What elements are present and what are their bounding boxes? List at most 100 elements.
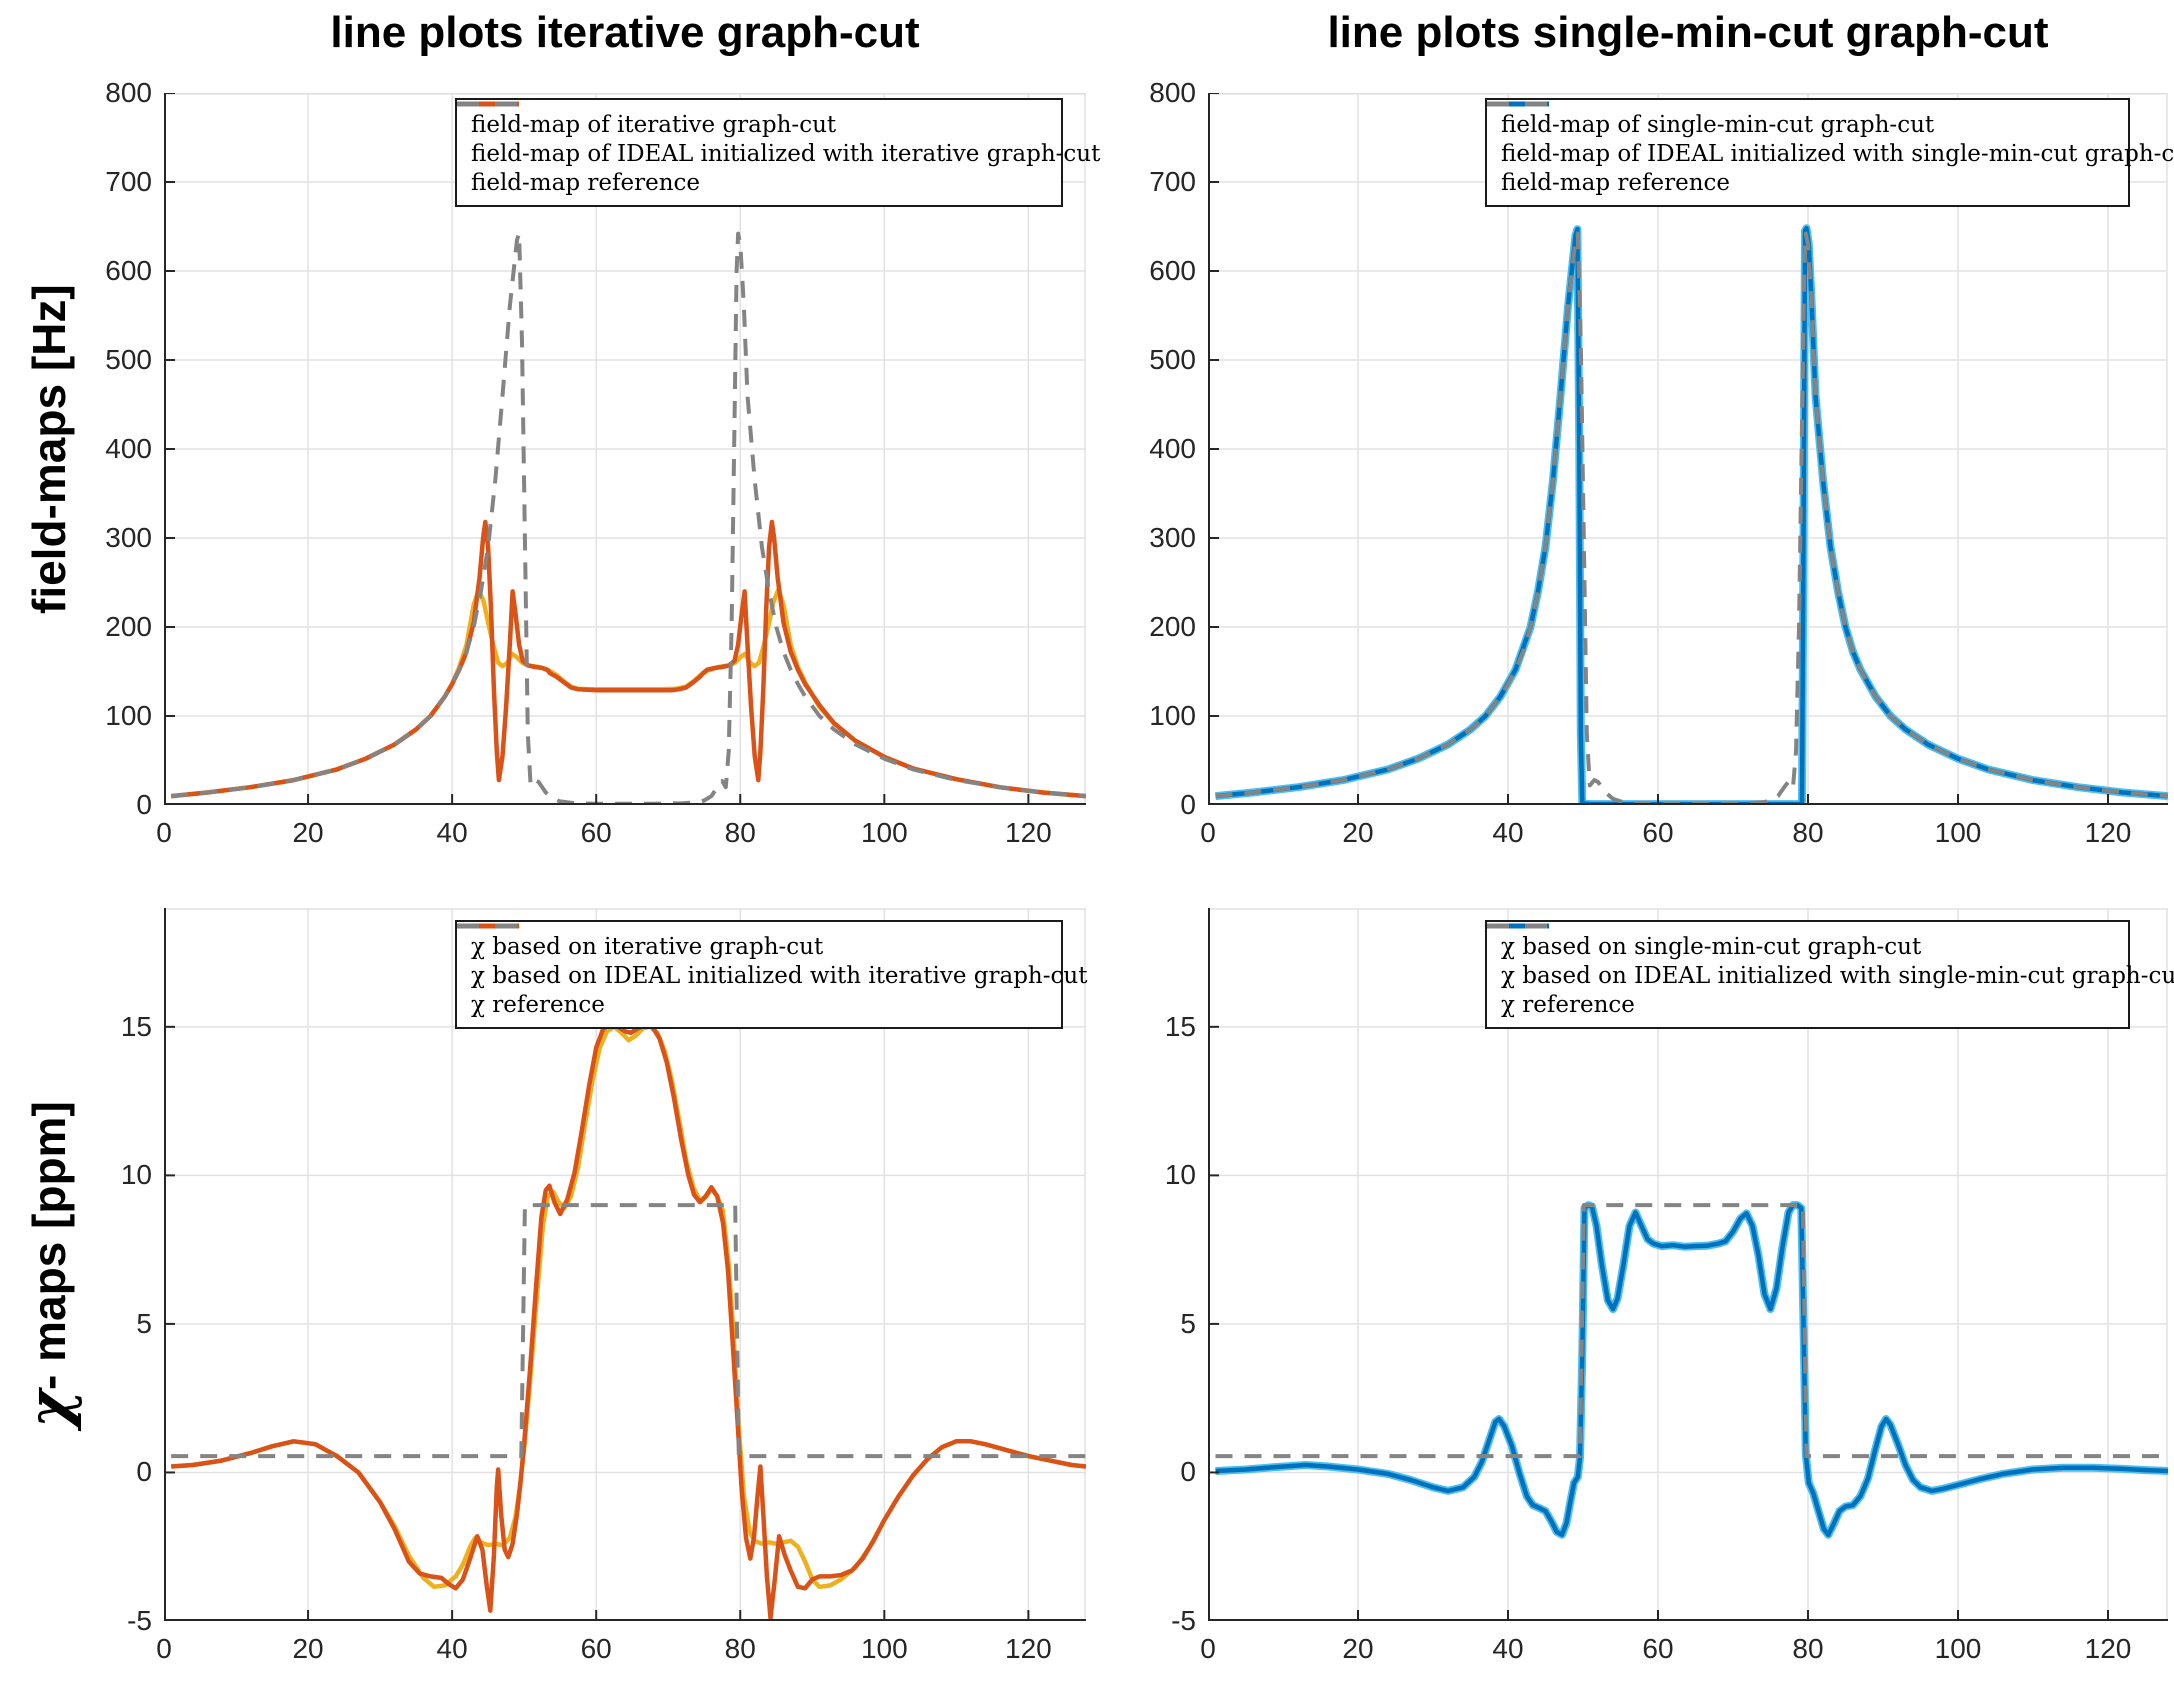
fieldmap-iterative-legend-label-2: field-map reference [471,169,701,196]
fieldmap-single-min-cut-legend-label-1: field-map of IDEAL initialized with sing… [1501,140,2174,167]
chi-iterative-x-tick-label-100: 100 [860,1633,908,1664]
fieldmap-iterative-x-tick-label-120: 120 [1005,817,1052,848]
chi-iterative-y-tick-label-15: 15 [120,1010,152,1042]
chi-iterative-y-tick-label--5: -5 [127,1605,152,1636]
fieldmap-single-min-cut-legend-label-0: field-map of single-min-cut graph-cut [1501,111,1935,138]
fieldmap-iterative-y-tick-label-300: 300 [105,522,152,553]
fieldmap-iterative-y-tick-label-0: 0 [136,789,152,820]
fieldmap-single-min-cut-y-tick-label-300: 300 [1149,522,1196,553]
fieldmap-iterative-legend-row-0: field-map of iterative graph-cut [457,101,1047,139]
chi-iterative-series-chi-reference [171,1203,1086,1459]
fieldmap-iterative-y-tick-label-800: 800 [105,77,152,108]
title-right-column: line plots single-min-cut graph-cut [1327,8,2049,57]
chi-iterative-x-tick-label-0: 0 [156,1633,172,1664]
legend-dashed-line-sample [457,101,519,107]
fieldmap-iterative-x-tick-label-20: 20 [292,817,324,848]
fieldmap-single-min-cut-x-tick-label-120: 120 [2084,817,2132,848]
chi-single-min-cut-x-tick-label-20: 20 [1342,1633,1374,1664]
subplot-fieldmap-iterative: 0 20 40 60 80 100 120 0 100 200 300 400 500 600 700 800… [105,77,1100,848]
fieldmap-single-min-cut-y-tick-label-400: 400 [1149,433,1196,464]
chi-single-min-cut-legend-row-0: χ based on single-min-cut graph-cut [1487,923,2114,961]
fieldmap-single-min-cut-x-tick-label-20: 20 [1342,817,1374,848]
chi-iterative-legend-label-1: χ based on IDEAL initialized with iterat… [471,962,1088,989]
chi-iterative-legend-label-0: χ based on iterative graph-cut [471,933,824,960]
fieldmap-single-min-cut-legend-row-2: field-map reference [1487,101,2114,197]
fieldmap-iterative-y-tick-label-500: 500 [105,344,152,375]
fieldmap-single-min-cut-x-tick-label-60: 60 [1642,817,1674,848]
chi-single-min-cut-x-tick-label-120: 120 [2084,1633,2132,1664]
chi-single-min-cut-legend-row-1: χ based on IDEAL initialized with single… [1487,923,2174,990]
ylabel-field-maps-text: field-maps [Hz] [23,284,75,614]
fieldmap-single-min-cut-legend-row-0: field-map of single-min-cut graph-cut [1487,101,2114,139]
chi-single-min-cut-legend-label-1: χ based on IDEAL initialized with single… [1501,962,2174,989]
fieldmap-iterative-x-tick-label-60: 60 [580,817,612,848]
legend-dashed-line-sample [1487,923,1549,929]
fieldmap-iterative-y-tick-label-200: 200 [105,611,152,642]
chi-iterative-x-tick-label-120: 120 [1005,1633,1052,1664]
chi-single-min-cut-y-tick-label--5: -5 [1171,1605,1196,1636]
chi-iterative-legend-row-0: χ based on iterative graph-cut [457,923,1047,961]
chi-single-min-cut-legend: χ based on single-min-cut graph-cut χ bas… [1485,920,2174,1029]
chi-single-min-cut-legend-label-2: χ reference [1501,991,1635,1018]
fieldmap-single-min-cut-x-tick-label-40: 40 [1492,817,1524,848]
chi-single-min-cut-legend-label-0: χ based on single-min-cut graph-cut [1501,933,1922,960]
fieldmap-iterative-plot-area [164,93,1086,805]
chi-single-min-cut-y-tick-label-5: 5 [1180,1307,1196,1339]
fieldmap-iterative-legend-label-0: field-map of iterative graph-cut [471,111,837,138]
chi-iterative-x-tick-label-60: 60 [580,1633,612,1664]
chi-iterative-y-tick-label-0: 0 [136,1456,152,1488]
fieldmap-single-min-cut-legend-label-2: field-map reference [1501,169,1731,196]
chi-symbol: χ [15,1389,83,1428]
title-left-column: line plots iterative graph-cut [330,8,920,57]
fieldmap-iterative-legend-label-1: field-map of IDEAL initialized with iter… [471,140,1101,167]
fieldmap-single-min-cut-x-tick-label-100: 100 [1934,817,1982,848]
fieldmap-single-min-cut-y-tick-label-0: 0 [1180,789,1196,820]
fieldmap-iterative-x-tick-label-100: 100 [860,817,908,848]
fieldmap-iterative-y-tick-label-700: 700 [105,166,152,197]
chi-iterative-legend: χ based on iterative graph-cut χ based on… [455,920,1087,1029]
fieldmap-single-min-cut-y-tick-label-200: 200 [1149,611,1196,642]
fieldmap-iterative-legend-row-2: field-map reference [457,101,1047,197]
subplot-chi-iterative: 0 20 40 60 80 100 120 -5 0 5 10 15 χ based on iterat… [121,908,1087,1664]
fieldmap-single-min-cut-x-tick-label-80: 80 [1792,817,1824,848]
fieldmap-single-min-cut-y-tick-label-600: 600 [1149,255,1196,286]
fieldmap-single-min-cut-y-tick-label-500: 500 [1149,344,1196,375]
chi-iterative-x-tick-label-20: 20 [292,1633,324,1664]
chi-single-min-cut-x-tick-label-40: 40 [1492,1633,1524,1664]
fieldmap-iterative-y-tick-label-100: 100 [105,700,152,731]
chi-single-min-cut-y-tick-label-10: 10 [1164,1159,1196,1191]
chi-single-min-cut-legend-row-2: χ reference [1487,923,2114,1019]
ylabel-chi-maps: χ - maps [ppm] [6,908,92,1621]
chi-single-min-cut-y-tick-label-0: 0 [1180,1456,1196,1488]
fieldmap-iterative-x-tick-label-80: 80 [724,817,756,848]
chi-single-min-cut-y-tick-label-15: 15 [1164,1010,1196,1042]
fieldmap-iterative-y-tick-label-600: 600 [105,255,152,286]
chi-iterative-legend-row-2: χ reference [457,923,1047,1019]
fieldmap-single-min-cut-y-tick-label-100: 100 [1149,700,1196,731]
chi-single-min-cut-x-tick-label-80: 80 [1792,1633,1824,1664]
fieldmap-iterative-x-tick-label-40: 40 [436,817,468,848]
fieldmap-single-min-cut-y-tick-label-800: 800 [1149,77,1196,108]
fieldmap-single-min-cut-legend: field-map of single-min-cut graph-cut fie… [1485,98,2174,207]
fieldmap-single-min-cut-y-tick-label-700: 700 [1149,166,1196,197]
fieldmap-iterative-legend-row-1: field-map of IDEAL initialized with iter… [457,101,1100,168]
chi-single-min-cut-series-chi-ideal-single-min-cut [1215,1202,2168,1538]
subplot-fieldmap-single-min-cut: 0 20 40 60 80 100 120 0 100 200 300 400 500 600 700 800… [1149,77,2174,848]
chi-single-min-cut-x-tick-label-60: 60 [1642,1633,1674,1664]
chi-single-min-cut-x-tick-label-100: 100 [1934,1633,1982,1664]
chi-single-min-cut-plot-area [1208,908,2168,1621]
fieldmap-single-min-cut-plot-area [1208,93,2168,805]
fieldmap-single-min-cut-legend-row-1: field-map of IDEAL initialized with sing… [1487,101,2174,168]
subplot-chi-single-min-cut: 0 20 40 60 80 100 120 -5 0 5 10 15 χ based on single… [1165,908,2174,1664]
chi-iterative-legend-row-1: χ based on IDEAL initialized with iterat… [457,923,1087,990]
fieldmap-iterative-series-fieldmap-reference [171,231,1086,805]
chi-single-min-cut-x-tick-label-0: 0 [1200,1633,1216,1664]
fieldmap-iterative-x-tick-label-0: 0 [156,817,172,848]
ylabel-chi-maps-text: - maps [ppm] [23,1101,75,1390]
fieldmap-iterative-legend: field-map of iterative graph-cut field-ma… [455,98,1100,207]
ylabel-field-maps: field-maps [Hz] [6,93,92,805]
chi-iterative-x-tick-label-40: 40 [436,1633,468,1664]
legend-dashed-line-sample [1487,101,1549,107]
chi-iterative-legend-label-2: χ reference [471,991,605,1018]
